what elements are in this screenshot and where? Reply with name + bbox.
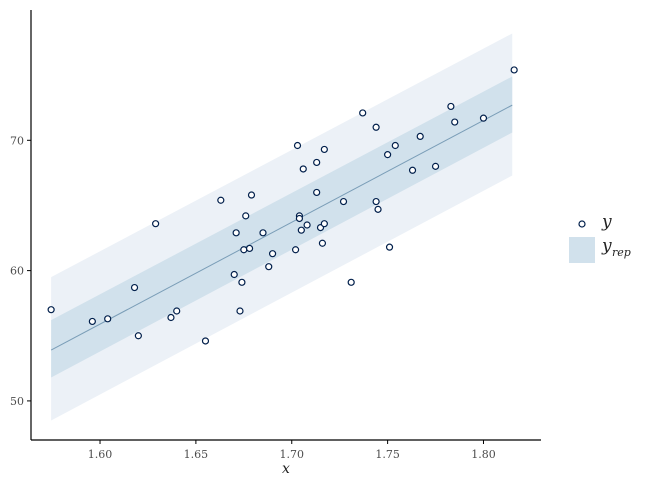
data-point	[318, 239, 327, 247]
data-point	[104, 315, 112, 323]
plot-panel	[47, 33, 518, 421]
data-point	[297, 226, 305, 234]
legend-label-yrep: y	[601, 236, 612, 256]
observed-points	[47, 66, 518, 345]
data-point	[359, 109, 367, 117]
data-point	[374, 205, 382, 213]
data-point	[339, 197, 348, 206]
data-point	[479, 114, 488, 122]
data-point	[416, 132, 424, 140]
data-point	[372, 123, 380, 131]
data-point	[291, 246, 300, 254]
data-point	[242, 212, 250, 220]
y-axis: 50 60 70	[10, 10, 32, 440]
y-ticks: 50 60 70	[10, 134, 31, 408]
x-ticks: 1.60 1.65 1.70 1.75 1.80	[88, 440, 496, 461]
data-point	[259, 229, 267, 237]
data-point	[236, 307, 244, 315]
data-point	[238, 278, 246, 286]
data-point	[230, 270, 238, 279]
data-point	[408, 166, 417, 174]
x-tick-label: 1.75	[375, 448, 400, 461]
data-point	[372, 197, 380, 206]
data-point	[173, 307, 181, 315]
data-point	[320, 145, 328, 154]
x-axis: 1.60 1.65 1.70 1.75 1.80 x	[31, 439, 541, 477]
data-point	[313, 188, 321, 197]
legend-band-symbol	[569, 237, 595, 263]
data-point	[247, 191, 256, 199]
data-point	[88, 317, 96, 326]
data-point	[134, 332, 142, 340]
data-point	[167, 313, 175, 322]
x-tick-label: 1.70	[280, 448, 305, 461]
data-point	[299, 165, 307, 173]
legend-point-symbol	[578, 220, 586, 228]
data-point	[240, 246, 248, 254]
y-tick-label: 50	[10, 395, 24, 408]
data-point	[293, 141, 302, 150]
x-tick-label: 1.80	[471, 448, 496, 461]
data-point	[320, 220, 328, 228]
data-point	[384, 151, 392, 159]
data-point	[303, 221, 311, 229]
data-point	[245, 244, 254, 253]
data-point	[431, 162, 440, 170]
data-point	[265, 263, 273, 271]
data-point	[313, 158, 321, 167]
data-point	[510, 66, 518, 74]
data-point	[385, 243, 394, 251]
data-point	[347, 278, 355, 286]
data-point	[201, 337, 210, 345]
legend-label-y: y	[601, 212, 612, 232]
data-point	[217, 196, 225, 204]
data-point	[295, 214, 304, 223]
data-point	[232, 229, 240, 237]
data-point	[152, 220, 160, 228]
inner-interval-band	[51, 76, 513, 378]
data-point	[47, 306, 55, 314]
x-axis-title: x	[282, 461, 290, 477]
median-line	[50, 104, 513, 351]
y-tick-label: 70	[10, 134, 24, 147]
data-point	[268, 250, 277, 258]
data-point	[391, 141, 399, 150]
data-point	[130, 283, 139, 292]
legend-label-yrep-subscript: rep	[612, 246, 631, 259]
legend: y y rep	[569, 212, 631, 263]
data-point	[447, 102, 455, 111]
data-point	[451, 118, 459, 126]
y-tick-label: 60	[10, 265, 24, 278]
x-tick-label: 1.65	[184, 448, 209, 461]
x-tick-label: 1.60	[88, 448, 113, 461]
